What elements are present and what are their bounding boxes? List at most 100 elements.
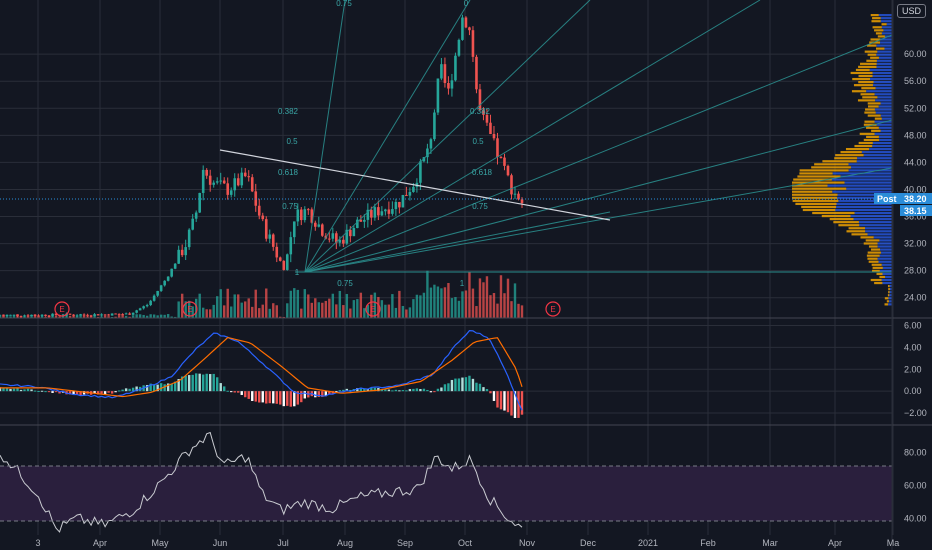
- macd-histogram-bar: [499, 391, 503, 410]
- candle-body: [191, 218, 194, 230]
- time-tick: Jul: [277, 538, 289, 548]
- macd-histogram-bar: [517, 391, 520, 418]
- earnings-marker[interactable]: E: [54, 301, 70, 317]
- candle: [366, 203, 370, 228]
- volume-bar: [216, 296, 219, 318]
- profile-up: [850, 166, 892, 169]
- candle-body: [177, 249, 180, 264]
- earnings-marker[interactable]: E: [182, 301, 198, 317]
- fib-label-left: 0.5: [286, 137, 298, 146]
- candle-body: [96, 314, 100, 316]
- volume-bar: [464, 290, 468, 318]
- candle-body: [117, 313, 121, 315]
- macd-histogram-bar: [380, 389, 384, 392]
- profile-down: [870, 14, 879, 17]
- rsi-axis[interactable]: 80.00 60.00 40.00: [904, 448, 927, 524]
- volume-bar: [510, 301, 513, 318]
- profile-down: [867, 251, 881, 254]
- volume-bar: [300, 308, 303, 318]
- volume-bar: [433, 284, 436, 318]
- profile-down: [864, 120, 875, 123]
- profile-up: [827, 184, 892, 187]
- candle: [317, 216, 321, 228]
- candle: [338, 236, 342, 247]
- macd-histogram-bar: [419, 388, 422, 392]
- volume-bar: [310, 302, 313, 318]
- macd-histogram-bar: [454, 378, 457, 392]
- candle: [226, 177, 230, 200]
- macd-histogram-bar: [254, 391, 257, 402]
- volume-bar: [461, 291, 464, 318]
- profile-up: [877, 50, 892, 53]
- candle: [2, 314, 5, 317]
- macd-histogram-bar: [156, 384, 159, 392]
- profile-down: [850, 71, 873, 75]
- earnings-marker[interactable]: E: [365, 301, 381, 317]
- volume-bar: [454, 297, 457, 318]
- volume-bar: [384, 304, 387, 318]
- time-axis[interactable]: 3 Apr May Jun Jul Aug Sep Oct Nov Dec 2021 Feb Mar Ap…: [35, 538, 899, 548]
- volume-bar: [205, 309, 208, 318]
- volume-bar: [279, 316, 282, 318]
- profile-up: [880, 251, 892, 254]
- candle: [198, 192, 201, 214]
- candle: [163, 280, 166, 287]
- volume-bar: [506, 278, 510, 318]
- volume-bar: [149, 314, 152, 318]
- profile-down: [876, 272, 883, 276]
- candle-body: [464, 17, 468, 28]
- candle: [184, 239, 187, 261]
- volume-bar: [159, 314, 163, 318]
- macd-histogram-bar: [314, 391, 317, 398]
- currency-button[interactable]: USD: [896, 4, 926, 18]
- candle: [482, 107, 485, 121]
- volume-bar: [335, 304, 338, 318]
- candle: [19, 315, 23, 318]
- fan-line-1: [304, 0, 471, 273]
- earnings-label: E: [59, 305, 64, 314]
- profile-down: [881, 23, 887, 26]
- macd-histogram-bar: [279, 391, 282, 405]
- volume-bar: [138, 314, 142, 318]
- rsi-panel[interactable]: [0, 431, 523, 533]
- candle: [370, 206, 373, 225]
- volume-bar: [275, 305, 278, 318]
- price-axis[interactable]: 60.00 56.00 52.00 48.00 44.00 40.00 36.00 32.00…: [904, 49, 927, 303]
- macd-histogram-bar: [461, 377, 464, 392]
- macd-histogram-bar: [177, 379, 180, 392]
- macd-histogram-bar: [261, 391, 264, 403]
- trendline[interactable]: [219, 149, 611, 221]
- volume-bar: [265, 288, 268, 318]
- profile-down: [802, 208, 836, 212]
- candle: [23, 314, 26, 318]
- profile-up: [872, 141, 892, 145]
- volume-bar: [349, 308, 352, 318]
- candle-body: [471, 30, 475, 57]
- candle: [191, 214, 194, 231]
- macd-panel[interactable]: [0, 330, 524, 419]
- earnings-marker[interactable]: E: [545, 301, 561, 317]
- macd-histogram-bar: [180, 376, 184, 392]
- profile-down: [888, 288, 890, 291]
- fib-fan[interactable]: [304, 0, 893, 273]
- macd-axis[interactable]: 6.00 4.00 2.00 0.00 −2.00: [904, 320, 927, 418]
- macd-histogram-bar: [489, 391, 492, 394]
- volume-bar: [289, 290, 292, 318]
- candle-body: [314, 222, 317, 227]
- volume-bar: [114, 316, 117, 318]
- volume-bar: [75, 315, 79, 318]
- profile-up: [875, 99, 892, 102]
- macd-histogram-bar: [23, 389, 26, 392]
- macd-histogram-bar: [205, 373, 208, 392]
- candle-body: [16, 314, 19, 317]
- profile-up: [859, 224, 892, 227]
- candle-body: [457, 39, 461, 56]
- volume-bar: [240, 302, 243, 318]
- volume-bar: [152, 314, 156, 318]
- volume-bar: [405, 309, 408, 318]
- profile-down: [861, 87, 876, 90]
- candlesticks[interactable]: [0, 14, 524, 318]
- profile-up: [876, 123, 892, 126]
